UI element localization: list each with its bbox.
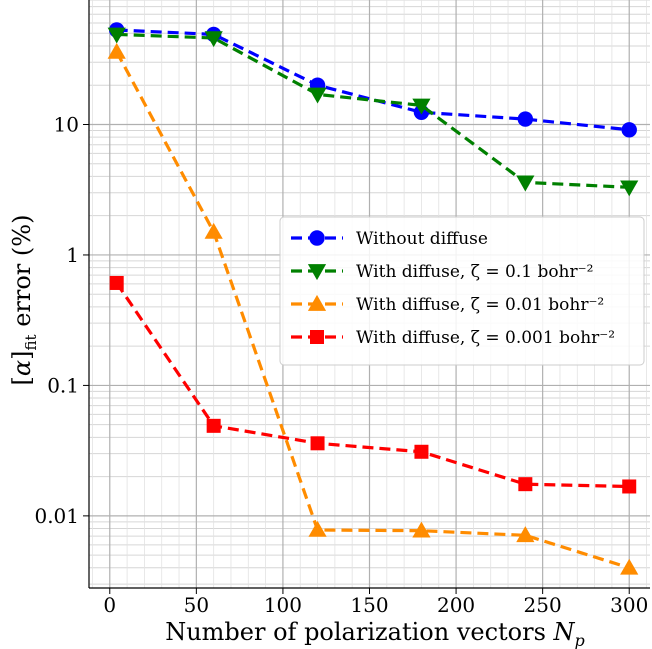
series-2 [107, 27, 639, 197]
x-tick-label: 300 [610, 593, 648, 617]
data-point [621, 122, 637, 138]
series-line [116, 32, 630, 189]
data-point [109, 275, 124, 290]
y-tick-label: 0.1 [47, 373, 79, 397]
legend-label: With diffuse, ζ = 0.001 bohr⁻² [356, 328, 615, 348]
x-tick-label: 150 [350, 593, 388, 617]
data-point [107, 27, 126, 44]
data-point [414, 444, 429, 459]
series-4 [109, 275, 637, 494]
legend-marker [309, 230, 325, 246]
y-tick-label: 0.01 [34, 504, 79, 528]
legend-label: With diffuse, ζ = 0.1 bohr⁻² [356, 262, 593, 282]
legend: Without diffuse With diffuse, ζ = 0.1 boh… [279, 216, 645, 366]
data-point [107, 42, 126, 59]
legend-item: With diffuse, ζ = 0.01 bohr⁻² [291, 294, 604, 315]
x-tick-label: 100 [264, 593, 302, 617]
x-tick-label: 50 [184, 593, 209, 617]
data-point [204, 222, 223, 239]
series-line [115, 51, 630, 570]
x-tick-label: 200 [437, 593, 475, 617]
data-point [206, 418, 221, 433]
series-3 [107, 42, 639, 575]
legend-item: With diffuse, ζ = 0.001 bohr⁻² [291, 328, 615, 348]
legend-frame [279, 216, 645, 366]
legend-marker [307, 264, 327, 281]
y-axis-label: [α]fit error (%) [8, 215, 40, 386]
data-point [412, 521, 431, 538]
legend-item: Without diffuse [291, 229, 488, 249]
data-point [518, 477, 533, 492]
data-point [620, 558, 639, 575]
ticks: 0 50 100 150 200 250 300 0.01 0.1 1 10 [34, 112, 648, 617]
x-axis-label: Number of polarization vectors Np [165, 618, 585, 649]
legend-label: With diffuse, ζ = 0.01 bohr⁻² [356, 295, 604, 315]
legend-item: With diffuse, ζ = 0.1 bohr⁻² [291, 262, 593, 282]
legend-label: Without diffuse [356, 229, 488, 249]
data-point [308, 520, 327, 537]
data-point [620, 180, 639, 197]
plot-area [107, 22, 639, 575]
y-tick-label: 1 [66, 243, 79, 267]
data-point [412, 98, 431, 115]
legend-marker [310, 330, 324, 344]
data-point [517, 111, 534, 127]
y-tick-label: 10 [54, 112, 79, 136]
series-line [115, 282, 630, 489]
data-point [310, 436, 325, 451]
data-point [622, 479, 637, 494]
data-point [308, 87, 327, 104]
legend-marker [307, 294, 327, 311]
x-tick-label: 0 [103, 593, 116, 617]
data-point [204, 31, 223, 48]
data-point [516, 175, 535, 192]
data-point [516, 526, 535, 543]
x-tick-label: 250 [524, 593, 562, 617]
